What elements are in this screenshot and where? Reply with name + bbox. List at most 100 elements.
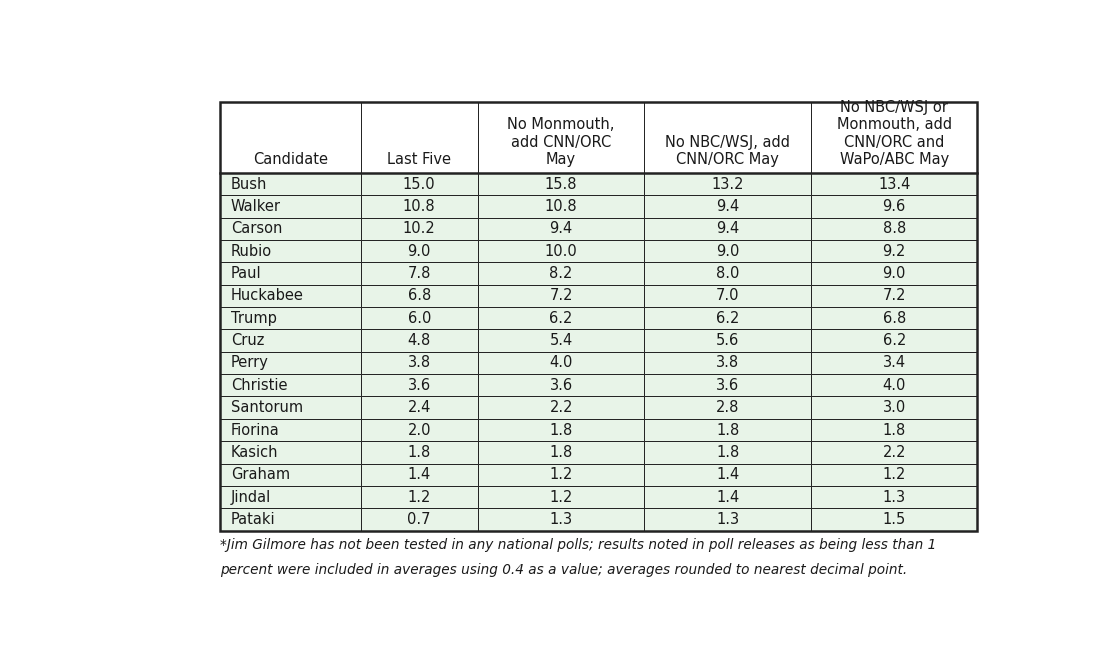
Text: 1.3: 1.3 [882, 489, 906, 504]
Text: 1.4: 1.4 [716, 489, 739, 504]
Bar [221, 103, 978, 530]
Bar [221, 285, 361, 307]
Text: 1.5: 1.5 [882, 512, 906, 527]
Text: Pataki: Pataki [231, 512, 275, 527]
Text: No NBC/WSJ, add
CNN/ORC May: No NBC/WSJ, add CNN/ORC May [665, 134, 790, 167]
Text: Fiorina: Fiorina [231, 422, 280, 438]
Bar [221, 307, 361, 330]
Bar [478, 195, 645, 218]
Text: Christie: Christie [231, 378, 287, 393]
Bar [645, 330, 811, 352]
Text: No Monmouth,
add CNN/ORC
May: No Monmouth, add CNN/ORC May [507, 117, 615, 167]
Text: Kasich: Kasich [231, 445, 279, 460]
Bar [361, 240, 478, 262]
Text: 2.0: 2.0 [407, 422, 431, 438]
Text: 9.4: 9.4 [549, 221, 573, 236]
Bar [811, 441, 978, 463]
Text: 6.2: 6.2 [882, 333, 906, 348]
Text: 6.2: 6.2 [716, 310, 739, 326]
Text: 4.0: 4.0 [882, 378, 906, 393]
Text: 0.7: 0.7 [407, 512, 431, 527]
Bar [645, 508, 811, 530]
Text: 6.0: 6.0 [407, 310, 431, 326]
Text: 4.8: 4.8 [407, 333, 431, 348]
Bar [221, 240, 361, 262]
Bar [811, 195, 978, 218]
Bar [221, 508, 361, 530]
Text: Carson: Carson [231, 221, 282, 236]
Bar [361, 103, 478, 173]
Text: 15.8: 15.8 [545, 177, 577, 192]
Text: 1.8: 1.8 [882, 422, 906, 438]
Bar [478, 103, 645, 173]
Bar [811, 330, 978, 352]
Text: 9.4: 9.4 [716, 221, 739, 236]
Bar [645, 307, 811, 330]
Bar [645, 419, 811, 441]
Bar [221, 374, 361, 397]
Text: 13.4: 13.4 [878, 177, 910, 192]
Bar [645, 463, 811, 486]
Text: 1.8: 1.8 [716, 445, 739, 460]
Text: 9.4: 9.4 [716, 199, 739, 214]
Bar [221, 218, 361, 240]
Bar [811, 218, 978, 240]
Text: 7.8: 7.8 [407, 266, 431, 281]
Text: 1.2: 1.2 [549, 467, 573, 482]
Text: Graham: Graham [231, 467, 290, 482]
Text: 9.0: 9.0 [716, 244, 739, 259]
Text: Cruz: Cruz [231, 333, 264, 348]
Bar [361, 307, 478, 330]
Bar [478, 352, 645, 374]
Bar [478, 374, 645, 397]
Bar [478, 463, 645, 486]
Text: 1.3: 1.3 [716, 512, 739, 527]
Bar [361, 195, 478, 218]
Bar [811, 285, 978, 307]
Text: 9.2: 9.2 [882, 244, 906, 259]
Text: 10.8: 10.8 [545, 199, 577, 214]
Text: Jindal: Jindal [231, 489, 271, 504]
Bar [361, 173, 478, 195]
Text: 3.0: 3.0 [882, 400, 906, 415]
Bar [361, 330, 478, 352]
Bar [645, 195, 811, 218]
Text: 9.0: 9.0 [407, 244, 431, 259]
Text: 3.6: 3.6 [549, 378, 573, 393]
Bar [361, 419, 478, 441]
Bar [645, 441, 811, 463]
Bar [645, 262, 811, 285]
Bar [221, 330, 361, 352]
Text: 1.2: 1.2 [407, 489, 431, 504]
Bar [811, 508, 978, 530]
Bar [221, 397, 361, 419]
Bar [811, 103, 978, 173]
Bar [811, 173, 978, 195]
Text: 9.6: 9.6 [882, 199, 906, 214]
Text: 4.0: 4.0 [549, 355, 573, 371]
Text: Paul: Paul [231, 266, 262, 281]
Bar [811, 419, 978, 441]
Text: 8.8: 8.8 [882, 221, 906, 236]
Bar [361, 218, 478, 240]
Text: 5.6: 5.6 [716, 333, 739, 348]
Text: Candidate: Candidate [253, 152, 327, 167]
Bar [478, 330, 645, 352]
Bar [478, 419, 645, 441]
Text: 1.3: 1.3 [549, 512, 573, 527]
Bar [478, 240, 645, 262]
Bar [811, 240, 978, 262]
Bar [478, 218, 645, 240]
Text: 1.4: 1.4 [407, 467, 431, 482]
Text: 8.2: 8.2 [549, 266, 573, 281]
Bar [811, 374, 978, 397]
Bar [645, 240, 811, 262]
Text: *Jim Gilmore has not been tested in any national polls; results noted in poll re: *Jim Gilmore has not been tested in any … [221, 538, 937, 552]
Text: 1.2: 1.2 [882, 467, 906, 482]
Bar [361, 463, 478, 486]
Text: 7.0: 7.0 [716, 289, 739, 303]
Bar [478, 486, 645, 508]
Text: Santorum: Santorum [231, 400, 303, 415]
Text: 2.2: 2.2 [549, 400, 573, 415]
Bar [478, 397, 645, 419]
